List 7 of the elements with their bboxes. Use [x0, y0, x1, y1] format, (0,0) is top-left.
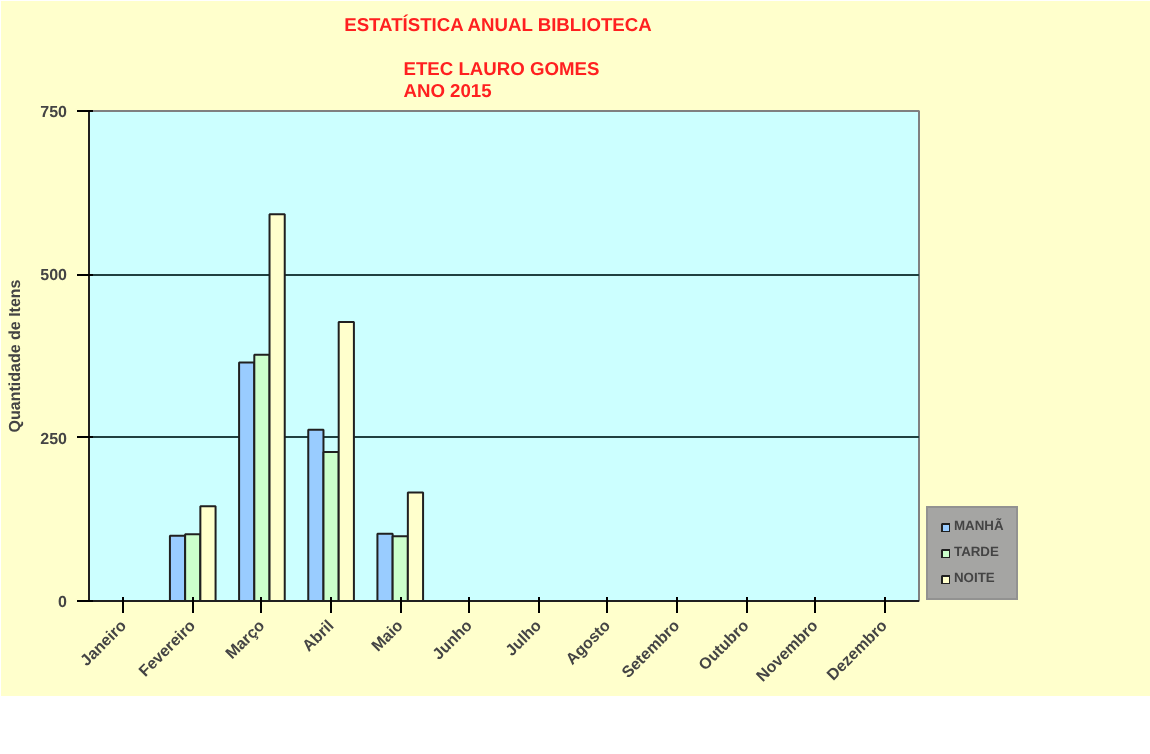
chart-title: ESTATÍSTICA ANUAL BIBLIOTECA [344, 13, 653, 35]
y-axis-title: Quantidade de Itens [6, 278, 25, 433]
y-tick-label: 500 [40, 266, 69, 285]
chart-subtitle: ETEC LAURO GOMES ANO 2015 [403, 59, 600, 101]
y-tick-label: 250 [40, 429, 69, 448]
y-tick-label: 750 [40, 103, 69, 121]
y-tick-label: 0 [58, 593, 69, 611]
